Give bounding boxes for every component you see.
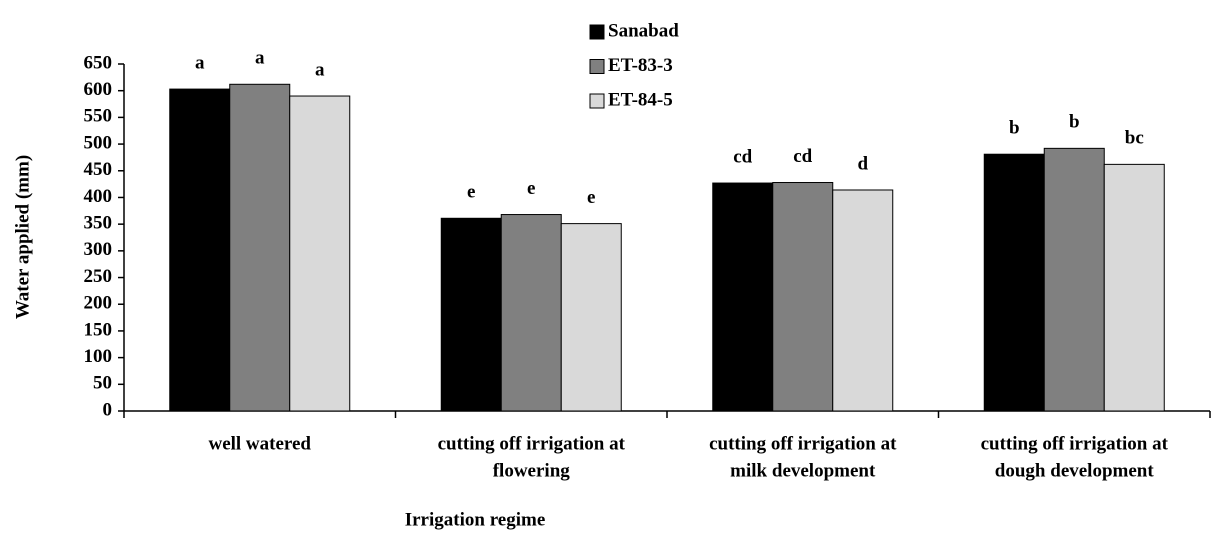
bar xyxy=(832,189,894,412)
legend-label: Sanabad xyxy=(608,20,679,41)
legend-label: ET-83-3 xyxy=(608,55,673,76)
y-tick-label: 650 xyxy=(84,52,113,73)
y-tick-label: 300 xyxy=(84,239,113,260)
y-tick-label: 450 xyxy=(84,159,113,180)
bar xyxy=(712,182,774,412)
bar xyxy=(440,217,502,412)
bar xyxy=(983,153,1045,412)
x-tick-label: milk development xyxy=(730,460,876,481)
bar xyxy=(772,182,834,412)
significance-letter: b xyxy=(1069,112,1080,133)
bar xyxy=(229,83,291,412)
y-tick-label: 0 xyxy=(103,399,113,420)
y-tick-label: 600 xyxy=(84,79,113,100)
bar xyxy=(289,95,351,412)
x-tick-label: cutting off irrigation at xyxy=(709,433,897,454)
significance-letter: e xyxy=(587,187,595,208)
bar xyxy=(1043,147,1105,412)
legend-swatch xyxy=(589,93,605,109)
significance-letter: a xyxy=(195,52,205,73)
y-tick-label: 550 xyxy=(84,106,113,127)
y-tick-label: 200 xyxy=(84,293,113,314)
y-tick-label: 400 xyxy=(84,186,113,207)
y-axis-title: Water applied (mm) xyxy=(12,155,33,319)
legend-swatch xyxy=(589,24,605,40)
significance-letter: d xyxy=(857,153,868,174)
y-tick-label: 500 xyxy=(84,132,113,153)
bar xyxy=(500,214,562,412)
significance-letter: cd xyxy=(793,146,812,167)
bar xyxy=(169,88,231,412)
significance-letter: a xyxy=(255,48,265,69)
significance-letter: b xyxy=(1009,118,1020,139)
x-tick-label: cutting off irrigation at xyxy=(981,433,1169,454)
x-axis-title: Irrigation regime xyxy=(405,509,546,530)
significance-letter: a xyxy=(315,59,325,80)
y-tick-label: 150 xyxy=(84,319,113,340)
y-tick-label: 100 xyxy=(84,346,113,367)
significance-letter: cd xyxy=(733,146,752,167)
bar xyxy=(1103,163,1165,412)
x-tick-label: flowering xyxy=(493,460,571,481)
legend-label: ET-84-5 xyxy=(608,89,673,110)
x-tick-label: well watered xyxy=(208,433,311,454)
y-tick-label: 50 xyxy=(93,373,112,394)
x-tick-label: cutting off irrigation at xyxy=(438,433,626,454)
significance-letter: e xyxy=(467,182,475,203)
significance-letter: bc xyxy=(1125,128,1144,149)
bar xyxy=(560,223,622,412)
y-tick-label: 350 xyxy=(84,213,113,234)
x-tick-label: dough development xyxy=(995,460,1155,481)
y-tick-label: 250 xyxy=(84,266,113,287)
legend-swatch xyxy=(589,59,605,74)
significance-letter: e xyxy=(527,178,535,199)
